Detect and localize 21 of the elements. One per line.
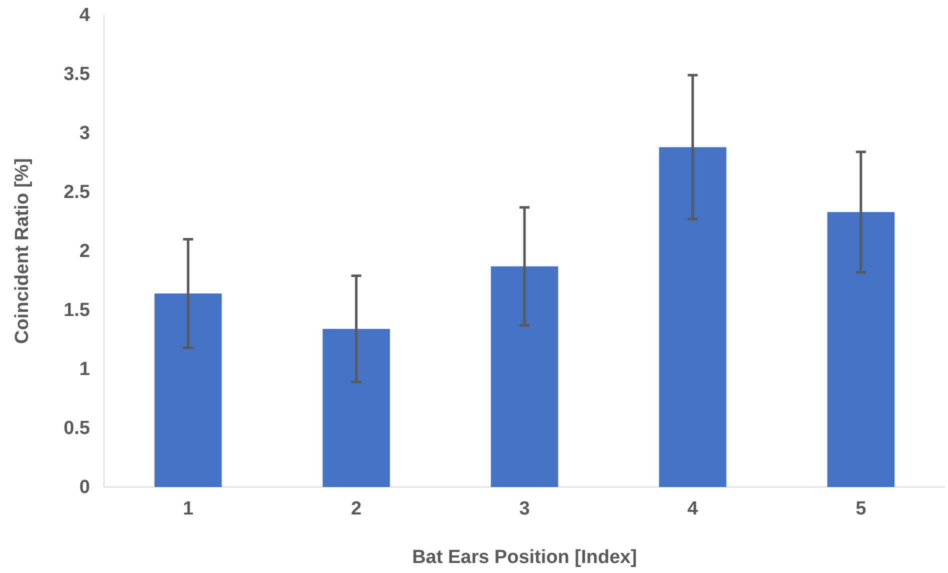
bar [154,293,222,487]
y-tick-label: 0 [79,477,90,498]
x-tick-label: 1 [182,498,194,520]
x-tick-label: 5 [856,498,867,520]
y-tick-label: 3.5 [64,64,90,86]
y-tick-label: 3 [79,123,90,144]
bar [322,328,390,487]
y-tick-label: 2.5 [64,182,90,204]
bar [659,147,726,487]
y-tick-label: 1.5 [64,300,90,322]
x-tick-label: 3 [519,498,530,520]
y-tick-label: 1 [79,359,90,380]
x-tick-label: 4 [687,498,698,520]
x-tick-label: 2 [351,498,362,520]
y-tick-label: 2 [79,241,90,262]
x-axis-title: Bat Ears Position [Index] [412,547,637,568]
bar [827,212,895,487]
y-tick-label: 4 [79,5,90,26]
bar [490,266,558,487]
y-axis-title: Coincident Ratio [%] [12,158,33,344]
y-tick-label: 0.5 [64,418,90,440]
